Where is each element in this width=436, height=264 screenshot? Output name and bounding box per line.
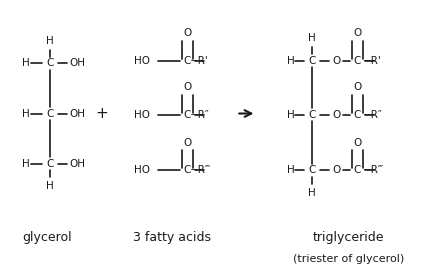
- Text: O: O: [184, 138, 191, 148]
- Text: triglyceride: triglyceride: [313, 231, 385, 244]
- Text: H: H: [46, 36, 54, 46]
- Text: C: C: [354, 56, 361, 66]
- Text: −R″: −R″: [363, 110, 382, 120]
- Text: +: +: [95, 106, 108, 121]
- Text: 3 fatty acids: 3 fatty acids: [133, 231, 211, 244]
- Text: −R': −R': [190, 56, 208, 66]
- Text: glycerol: glycerol: [22, 231, 72, 244]
- Text: −R': −R': [363, 56, 382, 66]
- Text: H: H: [287, 56, 295, 66]
- Text: OH: OH: [69, 109, 85, 119]
- Text: O: O: [354, 138, 361, 148]
- Text: C: C: [47, 159, 54, 169]
- Text: H: H: [308, 188, 316, 198]
- Text: O: O: [354, 28, 361, 38]
- Text: C: C: [184, 56, 191, 66]
- Text: C: C: [184, 110, 191, 120]
- Text: O: O: [332, 56, 340, 66]
- Text: C: C: [47, 109, 54, 119]
- Text: O: O: [332, 110, 340, 120]
- Text: HO: HO: [134, 56, 150, 66]
- Text: C: C: [47, 58, 54, 68]
- Text: C: C: [354, 165, 361, 175]
- Text: O: O: [354, 82, 361, 92]
- Text: H: H: [308, 33, 316, 43]
- Text: −R″: −R″: [190, 110, 209, 120]
- Text: HO: HO: [134, 165, 150, 175]
- Text: C: C: [308, 110, 315, 120]
- Text: HO: HO: [134, 110, 150, 120]
- Text: H: H: [46, 181, 54, 191]
- Text: OH: OH: [69, 159, 85, 169]
- Text: O: O: [184, 28, 191, 38]
- Text: (triester of glycerol): (triester of glycerol): [293, 254, 405, 264]
- Text: O: O: [332, 165, 340, 175]
- Text: H: H: [22, 58, 30, 68]
- Text: H: H: [22, 109, 30, 119]
- Text: H: H: [22, 159, 30, 169]
- Text: OH: OH: [69, 58, 85, 68]
- Text: C: C: [308, 56, 315, 66]
- Text: H: H: [287, 110, 295, 120]
- Text: −R‴: −R‴: [190, 165, 211, 175]
- Text: H: H: [287, 165, 295, 175]
- Text: C: C: [308, 165, 315, 175]
- Text: C: C: [184, 165, 191, 175]
- Text: C: C: [354, 110, 361, 120]
- Text: O: O: [184, 82, 191, 92]
- Text: −R‴: −R‴: [363, 165, 384, 175]
